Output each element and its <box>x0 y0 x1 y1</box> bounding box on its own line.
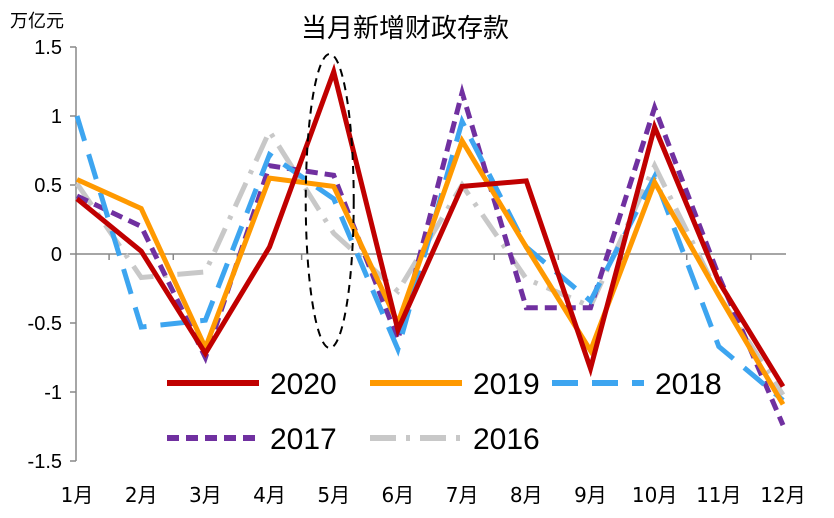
x-tick-label: 7月 <box>446 483 479 507</box>
x-tick-label: 8月 <box>510 483 543 507</box>
series-layer <box>74 63 786 427</box>
y-tick-label: -1 <box>44 382 62 404</box>
y-tick-label: -0.5 <box>28 313 62 335</box>
legend-item-2018: 2018 <box>552 368 722 401</box>
x-tick-label: 1月 <box>61 483 94 507</box>
x-tick-label: 3月 <box>189 483 222 507</box>
x-tick-label: 6月 <box>382 483 415 507</box>
legend-item-2019: 2019 <box>370 368 540 401</box>
series-line-2020 <box>75 63 786 388</box>
x-tick-label: 12月 <box>760 483 805 507</box>
legend: 2020 2019 2018 2017 2016 <box>167 368 722 456</box>
series-line-2019 <box>75 134 786 406</box>
y-tick-label: 0 <box>51 244 62 266</box>
x-tick-label: 10月 <box>632 483 677 507</box>
x-tick-label: 11月 <box>696 483 741 507</box>
legend-item-2017: 2017 <box>167 423 337 456</box>
legend-item-2016: 2016 <box>370 423 540 456</box>
legend-label: 2017 <box>270 423 337 456</box>
x-tick-label: 4月 <box>253 483 286 507</box>
y-axis-unit-label: 万亿元 <box>10 11 64 32</box>
y-tick-label: -1.5 <box>28 451 62 473</box>
y-tick-label: 1 <box>51 106 62 128</box>
y-tick-label: 0.5 <box>34 175 62 197</box>
chart-title: 当月新增财政存款 <box>301 14 509 44</box>
y-tick-label: 1.5 <box>34 37 62 59</box>
legend-label: 2016 <box>473 423 540 456</box>
x-tick-label: 2月 <box>125 483 158 507</box>
axes: 1.5 1 0.5 0 -0.5 -1 -1.5 1月 2月 3月 4月 5月 6月 7月 8月 9月 10月 1… <box>28 37 806 507</box>
legend-label: 2020 <box>270 368 337 401</box>
legend-label: 2019 <box>473 368 540 401</box>
legend-label: 2018 <box>655 368 722 401</box>
highlight-ellipse <box>304 53 355 349</box>
x-tick-label: 9月 <box>574 483 607 507</box>
x-tick-label: 5月 <box>317 483 350 507</box>
legend-item-2020: 2020 <box>167 368 337 401</box>
